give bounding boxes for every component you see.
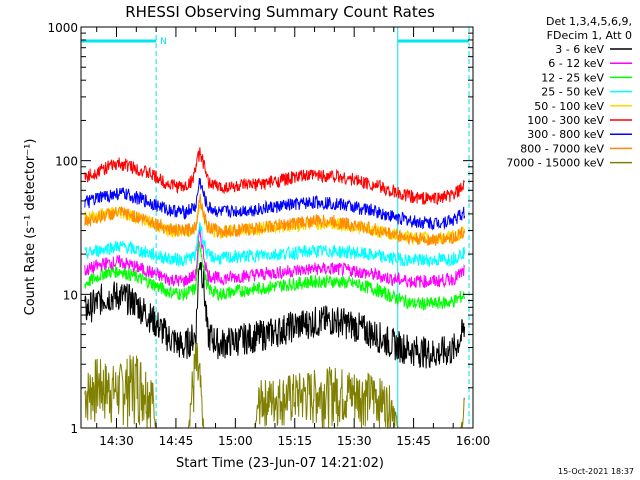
timestamp: 15-Oct-2021 18:37 <box>558 467 634 476</box>
series-line-6 <box>84 147 466 205</box>
x-tick-label: 14:45 <box>159 434 194 448</box>
x-tick-label: 15:00 <box>218 434 253 448</box>
legend-label: 6 - 12 keV <box>548 57 604 70</box>
plot-frame <box>80 26 474 429</box>
series-line-1 <box>84 261 466 369</box>
y-tick-label: 1 <box>70 422 78 436</box>
y-tick-label: 100 <box>55 155 78 169</box>
y-axis-label-text: Count Rate (s⁻¹ detector⁻¹) <box>23 139 38 316</box>
legend-label: 25 - 50 keV <box>541 86 604 99</box>
legend-label: 3 - 6 keV <box>555 43 604 56</box>
series-line-9 <box>84 340 466 430</box>
plot-area: N 1 10 100 1000 14:30 14:45 15:00 15:15 15:30 15:4… <box>47 21 490 448</box>
series-line-3 <box>84 241 466 311</box>
x-tick-label: 16:00 <box>456 434 491 448</box>
y-tick-label: 10 <box>63 288 78 302</box>
legend-label: 300 - 800 keV <box>527 128 604 141</box>
x-tick-label: 14:30 <box>99 434 134 448</box>
chart-title: RHESSI Observing Summary Count Rates <box>125 3 435 21</box>
series-line-4 <box>84 222 466 268</box>
legend-label: 100 - 300 keV <box>527 114 604 127</box>
legend-label: 7000 - 15000 keV <box>506 157 604 170</box>
legend-label: 800 - 7000 keV <box>520 142 604 155</box>
night-marker: N <box>160 37 167 47</box>
x-tick-label: 15:30 <box>337 434 372 448</box>
legend-label: 50 - 100 keV <box>534 100 604 113</box>
x-tick-label: 15:45 <box>396 434 431 448</box>
y-axis-label: Count Rate (s⁻¹ detector⁻¹) <box>23 139 38 316</box>
legend-header-line-2: FDecim 1, Att 0 <box>547 29 632 42</box>
x-axis-label: Start Time (23-Jun-07 14:21:02) <box>176 456 384 471</box>
legend: Det 1,3,4,5,6,9, FDecim 1, Att 0 3 - 6 k… <box>506 15 632 170</box>
x-tick-label: 15:15 <box>277 434 312 448</box>
legend-label: 12 - 25 keV <box>541 71 604 84</box>
series-line-7 <box>84 178 466 231</box>
series-line-2 <box>84 224 466 289</box>
y-tick-label: 1000 <box>47 21 78 35</box>
series-line-8 <box>84 194 466 246</box>
legend-header-line-1: Det 1,3,4,5,6,9, <box>546 15 632 28</box>
